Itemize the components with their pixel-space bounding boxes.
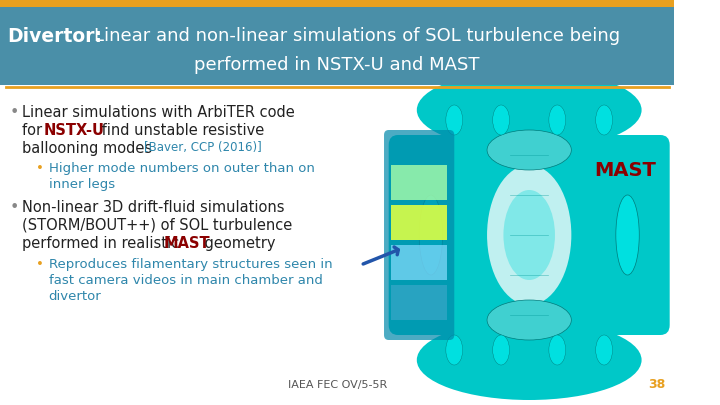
Text: 38: 38	[648, 379, 665, 392]
Text: [Baver, CCP (2016)]: [Baver, CCP (2016)]	[144, 141, 262, 154]
Text: divertor: divertor	[49, 290, 102, 303]
Text: Higher mode numbers on outer than on: Higher mode numbers on outer than on	[49, 162, 315, 175]
FancyBboxPatch shape	[576, 135, 670, 335]
Ellipse shape	[549, 105, 566, 135]
Text: NSTX-U: NSTX-U	[44, 123, 105, 138]
FancyBboxPatch shape	[468, 100, 590, 370]
Text: (STORM/BOUT++) of SOL turbulence: (STORM/BOUT++) of SOL turbulence	[22, 218, 293, 233]
Text: Linear simulations with ArbiTER code: Linear simulations with ArbiTER code	[22, 105, 295, 120]
FancyBboxPatch shape	[389, 135, 482, 335]
FancyBboxPatch shape	[390, 245, 447, 280]
Text: inner legs: inner legs	[49, 178, 114, 191]
Text: find unstable resistive: find unstable resistive	[97, 123, 265, 138]
Text: MAST: MAST	[595, 160, 657, 179]
Ellipse shape	[492, 105, 510, 135]
Text: fast camera videos in main chamber and: fast camera videos in main chamber and	[49, 274, 323, 287]
Bar	[0, 7, 675, 85]
Ellipse shape	[549, 335, 566, 365]
Text: Linear and non-linear simulations of SOL turbulence being: Linear and non-linear simulations of SOL…	[94, 27, 620, 45]
Ellipse shape	[595, 105, 613, 135]
Text: •: •	[9, 105, 19, 120]
Text: Reproduces filamentary structures seen in: Reproduces filamentary structures seen i…	[49, 258, 333, 271]
Text: Non-linear 3D drift-fluid simulations: Non-linear 3D drift-fluid simulations	[22, 200, 285, 215]
Ellipse shape	[446, 335, 463, 365]
FancyBboxPatch shape	[390, 165, 447, 200]
Text: •: •	[35, 162, 43, 175]
Ellipse shape	[446, 105, 463, 135]
Text: performed in NSTX-U and MAST: performed in NSTX-U and MAST	[194, 56, 480, 74]
Ellipse shape	[487, 300, 572, 340]
Text: performed in realistic: performed in realistic	[22, 236, 184, 251]
Text: Divertor:: Divertor:	[7, 26, 102, 45]
Ellipse shape	[487, 130, 572, 170]
Text: MAST: MAST	[164, 236, 210, 251]
Ellipse shape	[417, 320, 642, 400]
Text: geometry: geometry	[199, 236, 275, 251]
Text: IAEA FEC OV/5-5R: IAEA FEC OV/5-5R	[287, 380, 387, 390]
Ellipse shape	[503, 190, 555, 280]
Text: ballooning modes: ballooning modes	[22, 141, 157, 156]
Ellipse shape	[417, 70, 642, 150]
Text: •: •	[9, 200, 19, 215]
Bar	[0, 0, 675, 7]
Ellipse shape	[419, 195, 443, 275]
Ellipse shape	[595, 335, 613, 365]
Ellipse shape	[492, 335, 510, 365]
FancyBboxPatch shape	[390, 205, 447, 240]
Text: for: for	[22, 123, 48, 138]
Ellipse shape	[487, 165, 572, 305]
Text: •: •	[35, 258, 43, 271]
Ellipse shape	[616, 195, 639, 275]
FancyBboxPatch shape	[384, 130, 454, 340]
FancyBboxPatch shape	[390, 285, 447, 320]
